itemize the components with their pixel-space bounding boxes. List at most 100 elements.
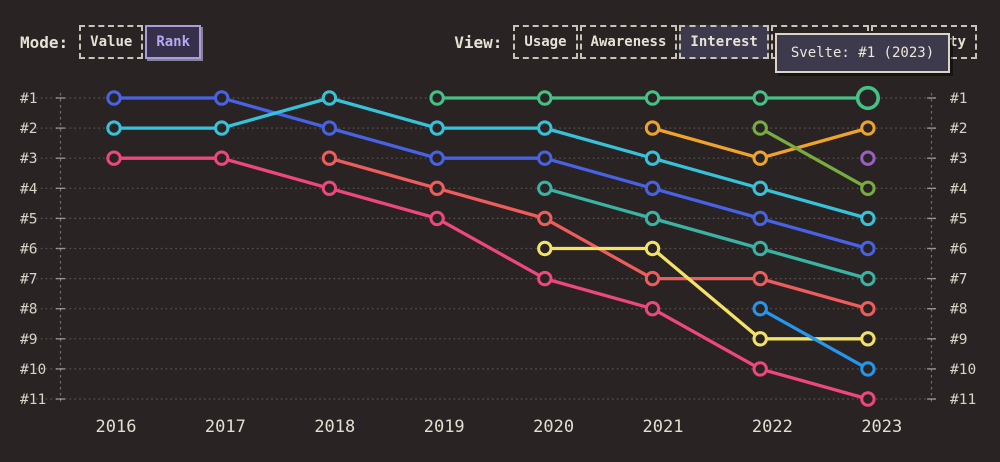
point-yellow-2020[interactable]	[537, 240, 553, 257]
point-salmon-2023[interactable]	[860, 301, 876, 317]
rank-label-right-4: #4	[950, 181, 968, 197]
point-pink-2017[interactable]	[214, 150, 230, 166]
x-label-2019: 2019	[424, 417, 465, 437]
tooltip: Svelte: #1 (2023)	[775, 33, 950, 73]
series-blue-line	[114, 96, 869, 251]
series-salmon-line	[328, 156, 869, 311]
point-orange-2021[interactable]	[644, 120, 661, 136]
point-teal-2021[interactable]	[644, 210, 661, 227]
point-blue-2022[interactable]	[752, 210, 768, 227]
x-label-2018: 2018	[314, 417, 355, 437]
rank-label-left-8: #8	[20, 302, 37, 318]
rank-label-left-3: #3	[20, 151, 37, 167]
rank-label-left-11: #11	[20, 392, 46, 408]
view-label: View:	[454, 32, 503, 52]
point-pink-2016[interactable]	[106, 150, 122, 166]
x-label-2023: 2023	[861, 417, 902, 437]
point-teal-2022[interactable]	[752, 240, 768, 257]
view-usage-button[interactable]: Usage	[513, 25, 578, 59]
point-green-2021[interactable]	[644, 90, 661, 106]
point-blue-2016[interactable]	[106, 90, 122, 106]
point-green-2020[interactable]	[537, 90, 553, 106]
rank-label-right-2: #2	[950, 121, 967, 137]
point-yellow-2023[interactable]	[860, 331, 876, 347]
point-cyan-2023[interactable]	[860, 210, 876, 227]
point-green-2022[interactable]	[752, 90, 768, 106]
point-lime-2022[interactable]	[752, 120, 768, 136]
point-blue-2023[interactable]	[860, 240, 876, 257]
view-interest-button[interactable]: Interest	[679, 25, 769, 59]
point-blue-2018[interactable]	[321, 120, 338, 136]
point-pink-2019[interactable]	[429, 210, 445, 227]
x-label-2020: 2020	[533, 417, 574, 437]
rank-label-right-1: #1	[950, 91, 967, 107]
rank-label-left-7: #7	[20, 272, 37, 288]
rank-label-left-4: #4	[20, 181, 38, 197]
point-purple-2023[interactable]	[860, 150, 876, 166]
point-cyan-2017[interactable]	[214, 120, 230, 136]
point-orange-2022[interactable]	[752, 150, 768, 166]
series-lime-line	[759, 126, 869, 190]
point-dodger-blue-2022[interactable]	[752, 301, 768, 317]
point-salmon-2020[interactable]	[537, 210, 553, 227]
x-label-2022: 2022	[752, 417, 793, 437]
tooltip-text: Svelte: #1 (2023)	[790, 45, 935, 61]
point-salmon-2022[interactable]	[752, 270, 768, 287]
mode-value-button[interactable]: Value	[79, 25, 144, 59]
rank-label-left-9: #9	[20, 332, 37, 348]
point-cyan-2019[interactable]	[429, 120, 445, 136]
rank-label-right-10: #10	[950, 362, 976, 378]
rank-label-right-5: #5	[950, 211, 967, 227]
highlighted-point-green-2023[interactable]	[855, 85, 881, 111]
point-teal-2020[interactable]	[537, 180, 553, 197]
point-yellow-2022[interactable]	[752, 331, 768, 347]
rank-label-right-3: #3	[950, 151, 967, 167]
point-cyan-2016[interactable]	[106, 120, 122, 136]
point-pink-2018[interactable]	[321, 180, 338, 197]
point-blue-2021[interactable]	[644, 180, 661, 197]
rank-label-left-2: #2	[20, 121, 37, 137]
point-cyan-2020[interactable]	[537, 120, 553, 136]
x-label-2021: 2021	[643, 417, 684, 437]
series-dodger-blue-line	[759, 307, 869, 371]
point-pink-2022[interactable]	[752, 361, 768, 377]
point-orange-2023[interactable]	[860, 120, 876, 136]
x-label-2016: 2016	[96, 417, 137, 437]
mode-rank-button[interactable]: Rank	[145, 25, 202, 59]
point-cyan-2022[interactable]	[752, 180, 768, 197]
rank-label-left-6: #6	[20, 242, 37, 258]
point-dodger-blue-2023[interactable]	[860, 361, 876, 377]
series-cyan-line	[114, 96, 869, 220]
point-pink-2021[interactable]	[644, 301, 661, 317]
rank-label-right-6: #6	[950, 242, 967, 258]
point-pink-2023[interactable]	[860, 391, 876, 407]
point-salmon-2019[interactable]	[429, 180, 445, 197]
rank-label-right-8: #8	[950, 302, 967, 318]
point-salmon-2021[interactable]	[644, 270, 661, 287]
point-teal-2023[interactable]	[860, 270, 876, 287]
point-pink-2020[interactable]	[537, 270, 553, 287]
x-label-2017: 2017	[205, 417, 246, 437]
mode-toggle-group: Mode: Value Rank	[20, 25, 202, 59]
rank-label-right-9: #9	[950, 332, 967, 348]
rank-label-left-5: #5	[20, 211, 37, 227]
rank-label-right-11: #11	[950, 392, 976, 408]
rank-label-left-1: #1	[20, 91, 37, 107]
series-pink-line	[114, 156, 869, 401]
point-cyan-2018[interactable]	[321, 90, 338, 106]
point-blue-2019[interactable]	[429, 150, 445, 166]
point-lime-2023[interactable]	[860, 180, 876, 197]
point-green-2019[interactable]	[429, 90, 445, 106]
point-salmon-2018[interactable]	[321, 150, 338, 166]
rank-label-right-7: #7	[950, 272, 967, 288]
rank-label-left-10: #10	[20, 362, 46, 378]
point-blue-2017[interactable]	[214, 90, 230, 106]
series-teal-line	[544, 186, 869, 281]
point-yellow-2021[interactable]	[644, 240, 661, 257]
view-awareness-button[interactable]: Awareness	[579, 25, 678, 59]
mode-label: Mode:	[20, 32, 69, 52]
point-blue-2020[interactable]	[537, 150, 553, 166]
point-cyan-2021[interactable]	[644, 150, 661, 166]
